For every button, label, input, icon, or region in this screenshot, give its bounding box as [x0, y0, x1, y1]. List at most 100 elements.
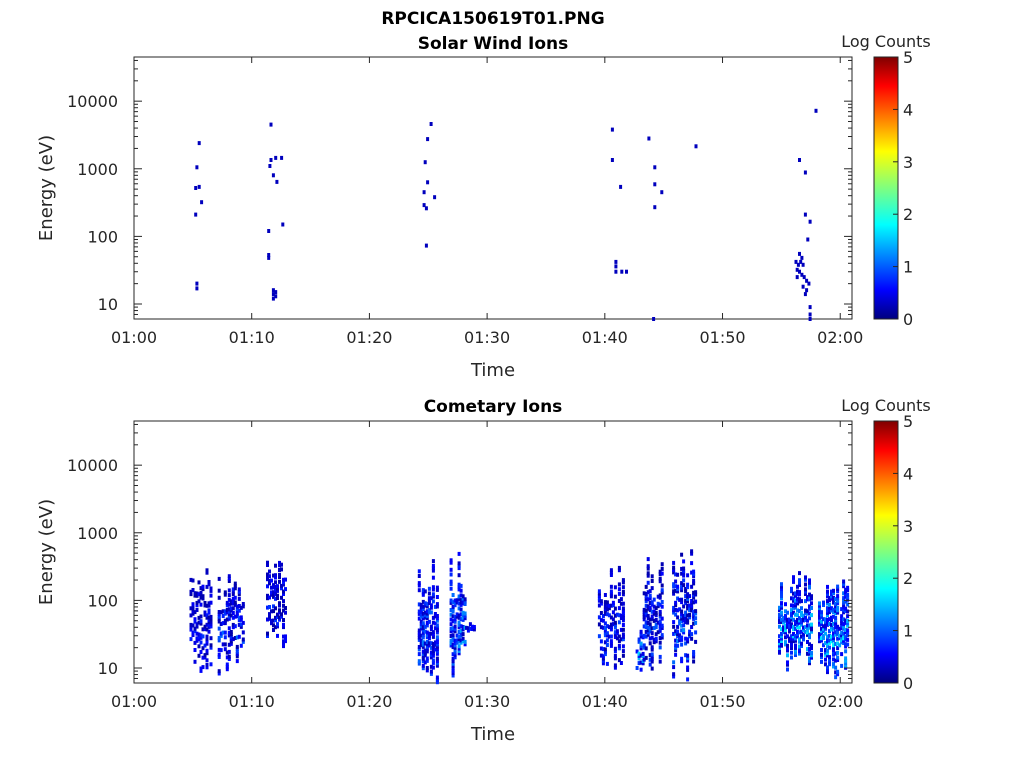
heatmap-cell — [609, 622, 613, 627]
heatmap-cell — [235, 652, 239, 656]
heatmap-cell — [229, 608, 233, 613]
heatmap-cell — [840, 614, 844, 619]
heatmap-cell — [834, 618, 838, 623]
heatmap-cell — [646, 557, 650, 562]
heatmap-cell — [798, 639, 801, 644]
heatmap-cell — [846, 595, 850, 600]
heatmap-cell — [451, 668, 455, 673]
heatmap-cell — [682, 613, 686, 618]
heatmap-cell — [271, 288, 275, 293]
heatmap-cell — [678, 607, 682, 612]
heatmap-cell — [197, 637, 201, 642]
heatmap-cell — [680, 597, 684, 602]
heatmap-cell — [457, 639, 461, 644]
heatmap-cell — [429, 122, 433, 126]
heatmap-cell — [804, 575, 807, 580]
heatmap-cell — [609, 584, 613, 589]
heatmap-cell — [804, 599, 807, 604]
heatmap-cell — [794, 619, 797, 624]
heatmap-cell — [276, 615, 279, 619]
heatmap-cell — [800, 255, 804, 260]
heatmap-cell — [639, 667, 643, 672]
heatmap-cell — [605, 638, 609, 643]
heatmap-cell — [804, 587, 807, 592]
heatmap-cell — [241, 604, 245, 609]
heatmap-cell — [266, 631, 269, 636]
heatmap-cell — [451, 671, 455, 676]
heatmap-cell — [846, 585, 850, 590]
heatmap-cell — [842, 641, 846, 645]
heatmap-cell — [435, 623, 439, 628]
heatmap-cell — [619, 616, 623, 620]
heatmap-cell — [435, 614, 439, 618]
heatmap-cell — [806, 651, 809, 656]
heatmap-cell — [205, 663, 209, 667]
heatmap-cell — [199, 590, 203, 595]
heatmap-cell — [680, 656, 684, 661]
heatmap-cell — [425, 602, 429, 607]
heatmap-cell — [609, 634, 613, 639]
heatmap-cell — [676, 639, 680, 644]
heatmap-cell — [844, 599, 848, 604]
heatmap-cell — [682, 618, 686, 623]
heatmap-cell — [686, 656, 690, 661]
heatmap-cell — [463, 602, 467, 606]
heatmap-cell — [798, 637, 801, 642]
heatmap-cell — [425, 621, 429, 625]
heatmap-cell — [826, 618, 829, 622]
heatmap-cell — [806, 237, 810, 242]
heatmap-cell — [694, 639, 698, 644]
heatmap-cell — [431, 575, 435, 580]
heatmap-cell — [229, 613, 233, 618]
heatmap-cell — [842, 617, 846, 622]
heatmap-cell — [203, 627, 207, 631]
heatmap-cell — [435, 595, 439, 599]
heatmap-cell — [824, 657, 827, 662]
heatmap-cell — [435, 651, 439, 656]
heatmap-cell — [209, 617, 213, 622]
heatmap-cell — [605, 661, 609, 666]
heatmap-cell — [282, 641, 285, 646]
heatmap-cell — [680, 588, 684, 593]
heatmap-cell — [435, 616, 439, 621]
heatmap-cell — [223, 609, 227, 614]
heatmap-cell — [822, 633, 825, 638]
heatmap-cell — [806, 618, 809, 623]
heatmap-cell — [419, 619, 423, 624]
heatmap-cell — [609, 568, 613, 573]
heatmap-cell — [451, 607, 455, 612]
heatmap-cell — [808, 661, 811, 666]
heatmap-cell — [270, 621, 273, 626]
heatmap-cell — [694, 616, 698, 621]
heatmap-cell — [796, 622, 799, 627]
heatmap-cell — [680, 585, 684, 590]
heatmap-cell — [451, 652, 455, 657]
heatmap-cell — [680, 659, 684, 664]
heatmap-cell — [674, 648, 678, 653]
heatmap-cell — [804, 592, 807, 596]
heatmap-cell — [692, 614, 696, 619]
heatmap-cell — [614, 269, 618, 274]
heatmap-cell — [457, 615, 461, 620]
heatmap-cell — [644, 608, 648, 613]
heatmap-cell — [688, 608, 692, 613]
heatmap-cell — [682, 583, 686, 588]
heatmap-cell — [425, 609, 429, 614]
heatmap-cell — [233, 586, 237, 591]
y-tick-label: 1000 — [77, 524, 118, 543]
heatmap-cell — [676, 643, 680, 648]
colorbar-tick-label: 5 — [903, 48, 913, 67]
heatmap-cell — [278, 575, 281, 580]
heatmap-cell — [266, 574, 269, 579]
heatmap-cell — [621, 611, 625, 616]
heatmap-cell — [635, 666, 639, 670]
heatmap-cell — [784, 623, 787, 628]
heatmap-cell — [690, 636, 694, 641]
heatmap-cell — [201, 594, 205, 599]
colorbar-label-solar-wind: Log Counts — [841, 32, 931, 51]
heatmap-cell — [660, 562, 664, 567]
heatmap-cell — [810, 651, 813, 655]
heatmap-cell — [189, 606, 193, 611]
heatmap-cell — [844, 618, 848, 623]
heatmap-cell — [197, 615, 201, 620]
